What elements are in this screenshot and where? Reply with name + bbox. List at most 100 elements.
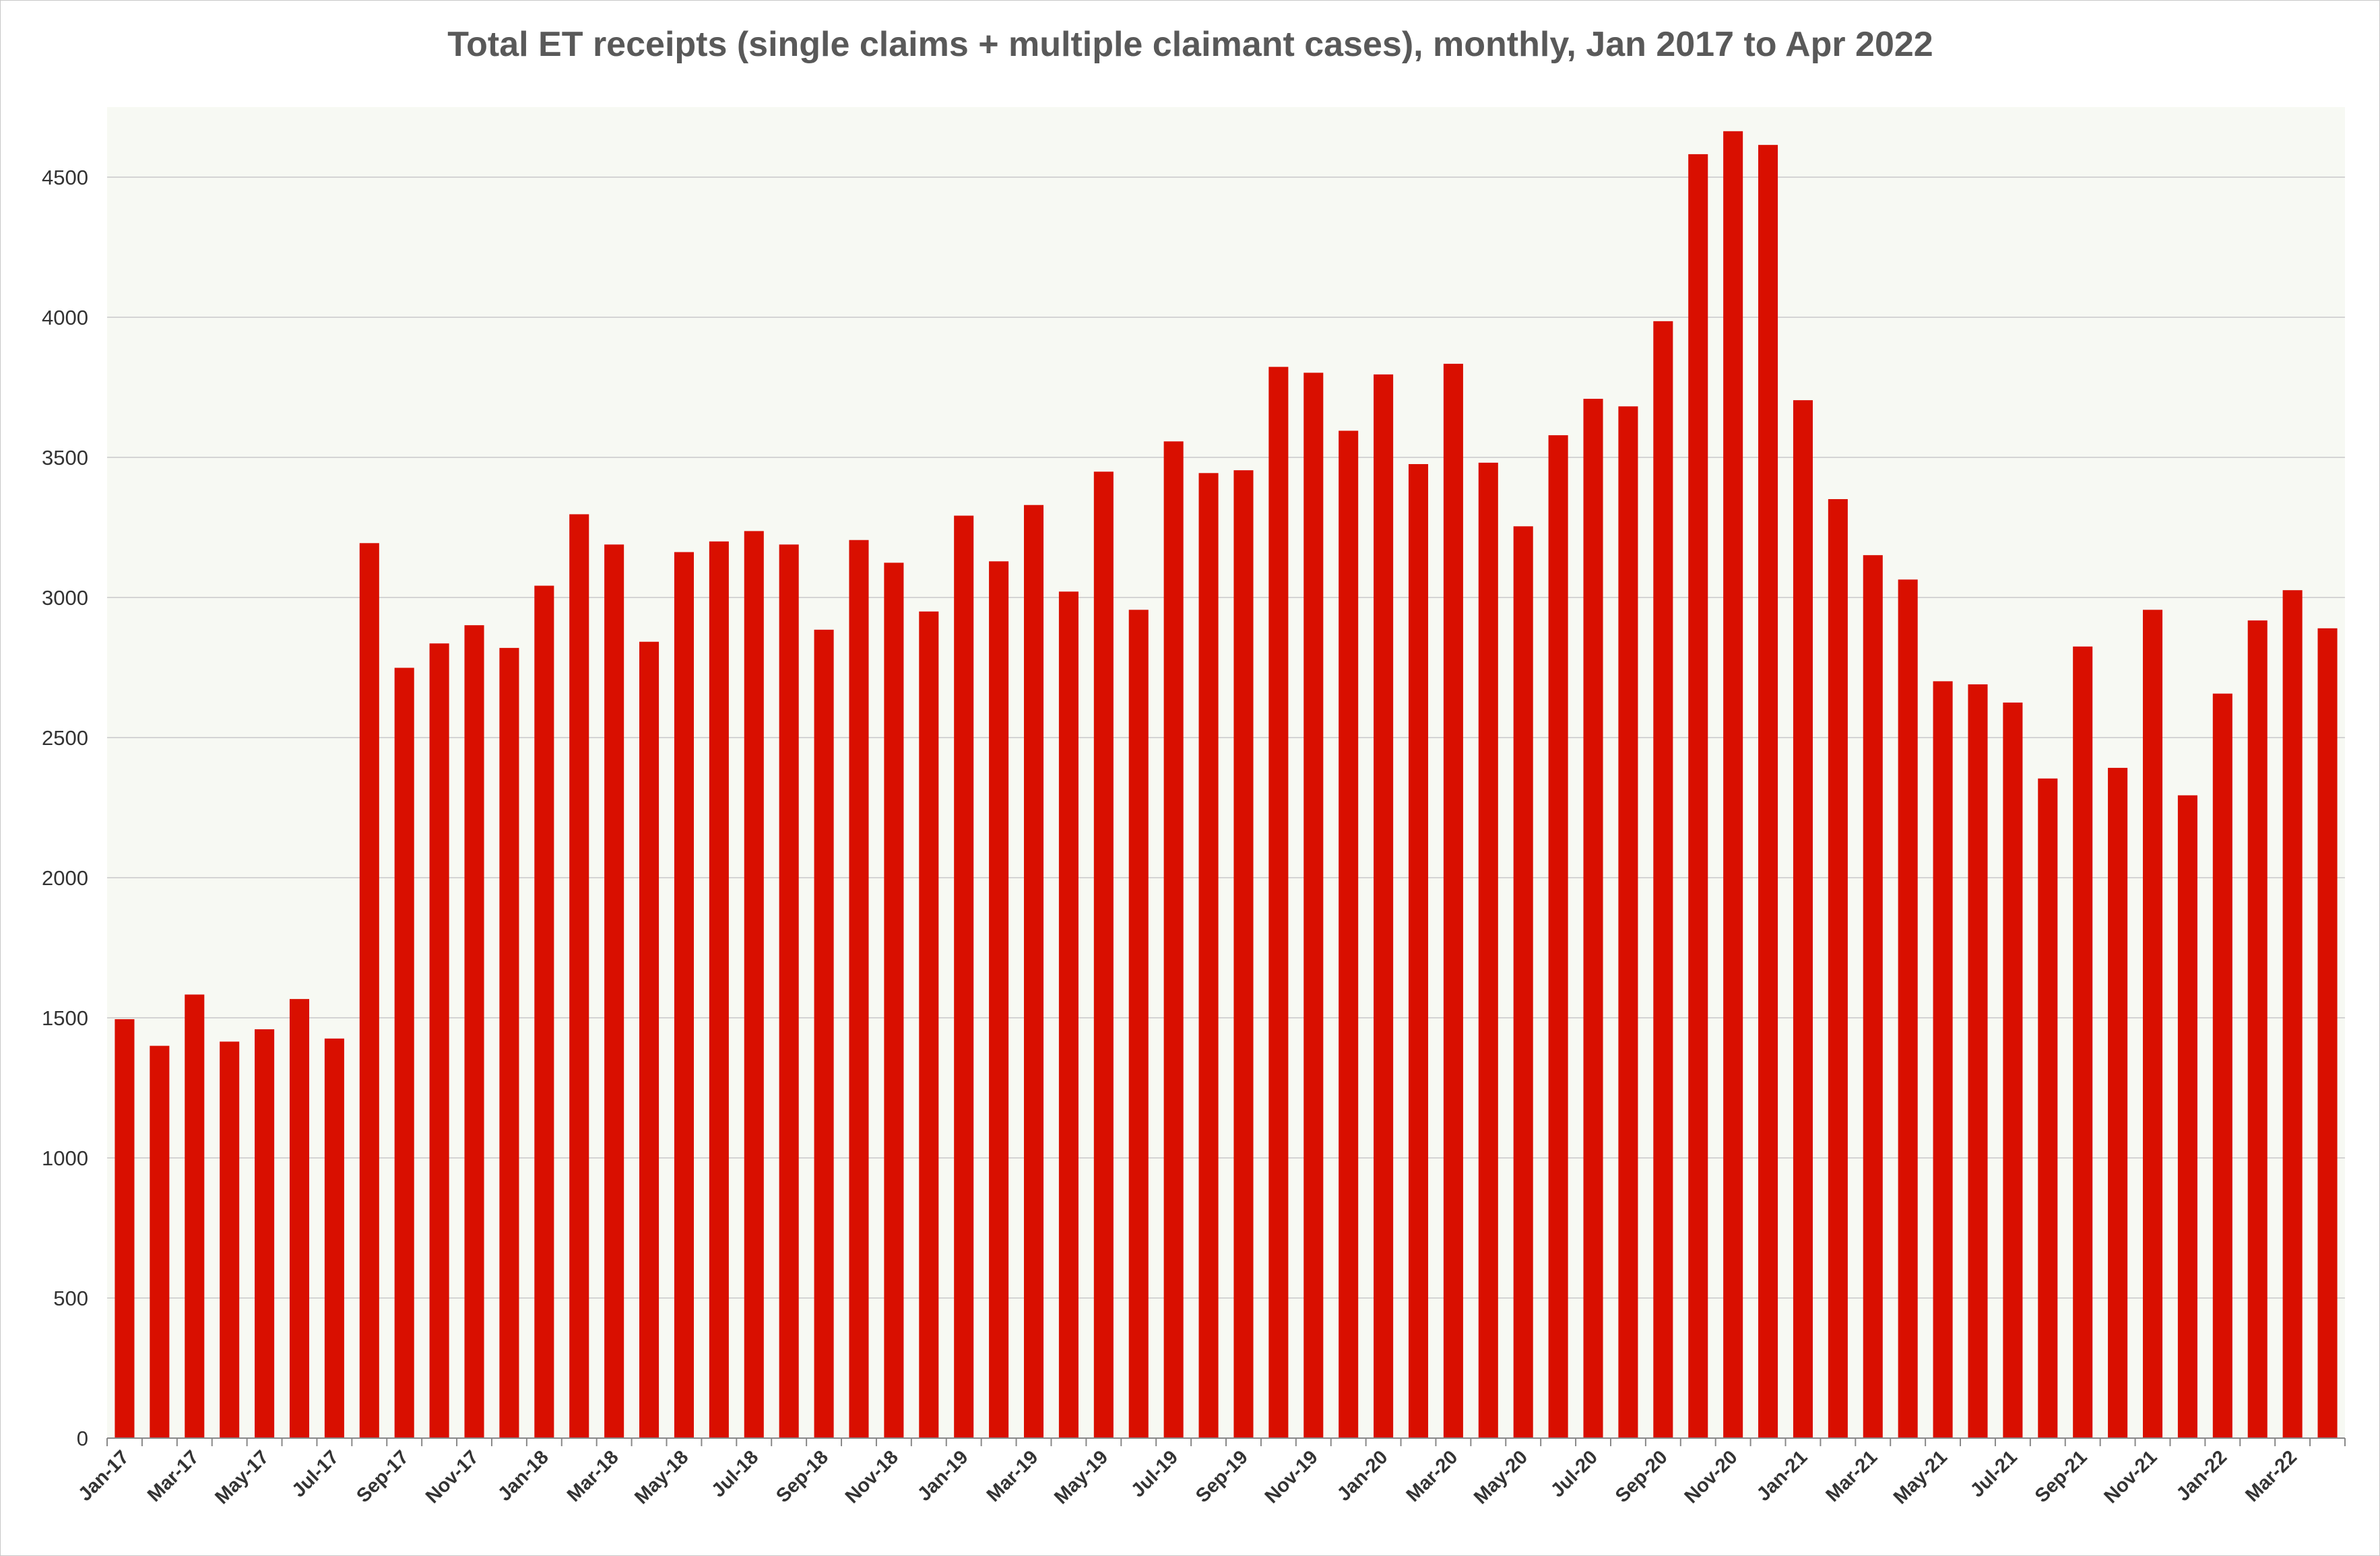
bar-sep-21 [2073,646,2093,1438]
bar-jul-20 [1583,399,1603,1438]
bar-feb-17 [150,1045,170,1438]
bar-sep-19 [1233,470,1254,1438]
bar-jul-18 [744,531,764,1439]
bar-dec-18 [919,611,939,1438]
x-tick-label: Jan-22 [2173,1446,2232,1505]
bar-dec-20 [1758,145,1778,1438]
bar-may-20 [1513,526,1533,1439]
y-tick-label: 1000 [42,1146,88,1170]
bar-mar-17 [185,994,205,1438]
bar-feb-22 [2247,620,2268,1438]
bar-feb-21 [1828,498,1848,1438]
x-axis-ticks: Jan-17 Mar-17 May-17 Jul-17 Sep-17 Nov-17 Jan-… [74,1438,2346,1508]
bar-may-19 [1093,472,1114,1438]
bar-jun-20 [1548,435,1568,1438]
x-tick-label: May-17 [211,1446,273,1508]
bar-mar-22 [2282,590,2303,1438]
x-tick-label: Nov-19 [1261,1446,1322,1508]
bar-jun-17 [289,999,310,1438]
bar-apr-21 [1898,579,1918,1438]
x-tick-label: Mar-21 [1822,1446,1882,1506]
bar-apr-22 [2317,628,2338,1438]
bar-dec-17 [499,647,519,1438]
x-tick-label: Sep-17 [352,1446,413,1507]
bar-jun-19 [1128,610,1149,1439]
bar-jul-21 [2003,703,2023,1438]
bar-oct-17 [429,643,449,1438]
x-tick-label: Mar-20 [1403,1446,1462,1506]
bar-oct-19 [1268,366,1289,1438]
bar-mar-19 [1023,505,1044,1438]
x-tick-label: Jan-18 [494,1446,553,1505]
bar-aug-17 [359,543,379,1438]
x-tick-label: Mar-17 [143,1446,203,1506]
y-tick-label: 2000 [42,866,88,890]
x-tick-label: Nov-21 [2100,1446,2161,1508]
bar-feb-20 [1408,463,1429,1438]
bar-jun-21 [1968,684,1988,1439]
x-tick-label: Sep-19 [1192,1446,1252,1507]
x-tick-label: Nov-18 [841,1446,903,1508]
x-tick-label: May-20 [1470,1446,1532,1508]
bar-sep-17 [394,668,414,1438]
y-tick-label: 4500 [42,166,88,189]
bar-aug-19 [1198,473,1219,1438]
bar-jan-18 [534,585,554,1438]
bar-feb-18 [569,514,589,1438]
bar-apr-20 [1478,462,1498,1438]
bar-may-21 [1933,681,1953,1438]
y-tick-label: 0 [77,1427,88,1450]
x-tick-label: Sep-18 [772,1446,833,1507]
bar-nov-21 [2142,610,2163,1439]
x-tick-label: May-19 [1050,1446,1112,1508]
bar-nov-17 [464,625,484,1438]
bar-apr-19 [1058,591,1079,1439]
x-tick-label: Jan-20 [1333,1446,1392,1505]
bar-sep-18 [814,629,834,1438]
bar-oct-21 [2108,767,2128,1438]
bar-jan-21 [1793,400,1813,1438]
y-tick-label: 500 [53,1287,88,1310]
x-tick-label: Jan-21 [1753,1446,1812,1505]
bar-apr-17 [220,1041,240,1438]
x-tick-label: Nov-17 [422,1446,483,1508]
x-tick-label: Nov-20 [1681,1446,1742,1508]
bar-jun-18 [709,541,729,1438]
bar-mar-18 [604,544,624,1438]
bar-aug-21 [2038,778,2058,1438]
bar-apr-18 [639,641,660,1438]
bar-aug-20 [1618,406,1638,1438]
bar-jan-20 [1374,374,1394,1438]
bar-mar-21 [1863,555,1883,1438]
x-tick-label: Jul-17 [288,1446,343,1501]
y-tick-label: 3500 [42,446,88,469]
x-tick-label: Jan-17 [74,1446,133,1505]
x-tick-label: Mar-22 [2241,1446,2301,1506]
bar-nov-19 [1304,372,1324,1439]
bar-mar-20 [1443,364,1463,1438]
bar-jul-17 [324,1038,344,1438]
bar-dec-19 [1339,430,1359,1438]
chart-title: Total ET receipts (single claims + multi… [447,25,1933,64]
bar-feb-19 [989,561,1009,1439]
bars [115,131,2338,1439]
bar-oct-20 [1688,154,1708,1439]
bar-nov-18 [884,562,904,1438]
bar-may-18 [674,552,694,1439]
bar-sep-20 [1653,321,1673,1439]
y-tick-label: 1500 [42,1006,88,1030]
bar-jan-19 [954,515,974,1438]
bar-jul-19 [1163,441,1184,1438]
x-tick-label: Sep-20 [1611,1446,1672,1507]
x-tick-label: Mar-19 [983,1446,1043,1506]
bar-jan-22 [2212,693,2232,1438]
y-axis-ticks: 0 500 1000 1500 2000 2500 3000 3500 4000 4500 [42,166,88,1450]
x-tick-label: May-18 [631,1446,693,1508]
bar-oct-18 [849,540,869,1438]
x-tick-label: May-21 [1890,1446,1952,1508]
x-tick-label: Jan-19 [913,1446,973,1505]
bar-dec-21 [2177,795,2197,1438]
y-tick-label: 3000 [42,586,88,610]
bar-jan-17 [115,1019,135,1438]
